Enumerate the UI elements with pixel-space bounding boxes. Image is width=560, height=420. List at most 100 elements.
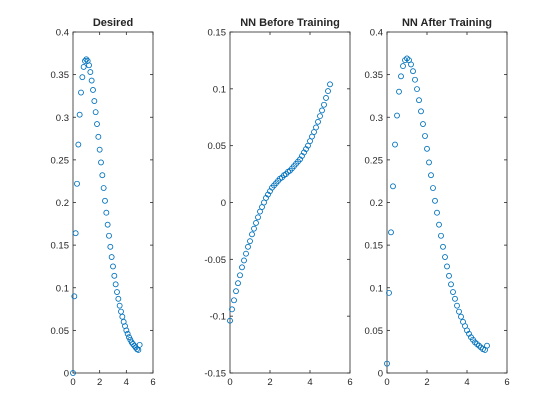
data-point (74, 180, 80, 187)
data-point (315, 118, 321, 125)
y-tick-label: -0.15 (204, 369, 226, 380)
data-point (313, 124, 319, 131)
data-point (426, 159, 432, 166)
desired-subplot: Desired 0 2 4 6 0 0.05 0.1 0.15 0.2 0.25 0.3 0.35 0.… (51, 17, 156, 388)
data-point (123, 327, 130, 334)
data-point (112, 281, 119, 288)
data-point (247, 238, 253, 245)
data-point (80, 64, 87, 70)
data-point (110, 263, 116, 270)
y-tick-label: 0.35 (51, 70, 70, 81)
data-point (251, 225, 257, 232)
data-point (436, 221, 442, 228)
data-point (86, 62, 92, 69)
data-point (446, 272, 452, 279)
data-point (442, 254, 448, 260)
subplot-title: NN Before Training (240, 17, 340, 29)
data-point (76, 111, 83, 118)
y-tick-label: 0.05 (208, 141, 227, 152)
data-point (408, 61, 414, 68)
data-point (392, 141, 398, 148)
data-point (400, 63, 406, 70)
subplot-title: NN After Training (402, 17, 492, 29)
data-point (227, 317, 233, 324)
data-point (75, 141, 82, 148)
data-point (116, 302, 123, 309)
data-point (87, 69, 94, 75)
data-point (95, 133, 102, 140)
data-point (108, 254, 115, 260)
x-tick-label: 0 (384, 377, 389, 388)
data-point (96, 146, 103, 153)
data-point (134, 346, 140, 353)
data-point (414, 86, 420, 93)
data-point (245, 243, 251, 250)
y-tick-label: 0.3 (56, 113, 69, 124)
data-point (327, 81, 333, 88)
y-tick-label: 0.15 (208, 28, 227, 39)
data-point (317, 113, 323, 120)
y-tick-label: 0.1 (213, 84, 226, 95)
y-tick-label: 0 (64, 369, 69, 380)
y-tick-label: 0.4 (56, 28, 69, 39)
y-tick-label: 0.05 (51, 326, 70, 337)
data-point (100, 185, 107, 191)
nn-before-training-subplot: NN Before Training 0 2 4 6 -0.15 -0.1 -0.05 0 0.… (204, 17, 352, 388)
data-point (92, 109, 99, 116)
data-point (90, 87, 96, 93)
data-point (412, 76, 418, 83)
data-point (78, 89, 84, 96)
x-tick-label: 6 (347, 377, 352, 388)
y-tick-label: 0.3 (370, 113, 383, 124)
data-point (422, 133, 428, 139)
data-point (103, 209, 110, 216)
data-point (418, 108, 424, 115)
data-point (99, 172, 106, 179)
data-point (390, 183, 396, 190)
data-point (239, 264, 245, 271)
data-point (450, 289, 456, 295)
data-point (235, 280, 241, 287)
data-point (420, 121, 426, 127)
data-point (434, 209, 440, 216)
data-point (102, 197, 108, 204)
data-point (394, 112, 400, 119)
data-point (416, 97, 422, 104)
data-point (88, 77, 95, 84)
data-point (448, 281, 454, 288)
x-tick-label: 0 (70, 377, 75, 388)
x-tick-label: 6 (150, 377, 155, 388)
data-point (115, 295, 122, 302)
data-point (325, 88, 331, 95)
data-point (249, 231, 255, 238)
x-tick-label: 2 (424, 377, 429, 388)
data-point (398, 73, 404, 80)
data-point (484, 342, 490, 349)
data-point (104, 221, 111, 228)
data-point (106, 232, 112, 239)
data-point (410, 68, 416, 75)
data-point (94, 121, 100, 127)
data-point (440, 243, 446, 250)
data-point (91, 98, 98, 104)
data-point (82, 58, 88, 64)
data-point (233, 288, 239, 295)
data-point (71, 293, 78, 300)
data-point (118, 308, 124, 315)
axes-box (72, 31, 154, 374)
y-tick-label: 0.2 (56, 198, 69, 209)
x-tick-label: 2 (97, 377, 102, 388)
x-tick-label: 4 (464, 377, 469, 388)
data-point (396, 88, 402, 95)
data-point (107, 243, 114, 250)
data-point (444, 263, 450, 270)
data-point (70, 370, 76, 376)
data-point (454, 302, 460, 309)
y-tick-label: 0.35 (365, 70, 384, 81)
data-point (237, 272, 243, 279)
data-point (255, 214, 261, 221)
data-point (111, 272, 118, 279)
y-tick-label: -0.05 (204, 255, 226, 266)
data-point (83, 56, 90, 63)
y-tick-label: 0.1 (370, 283, 383, 294)
